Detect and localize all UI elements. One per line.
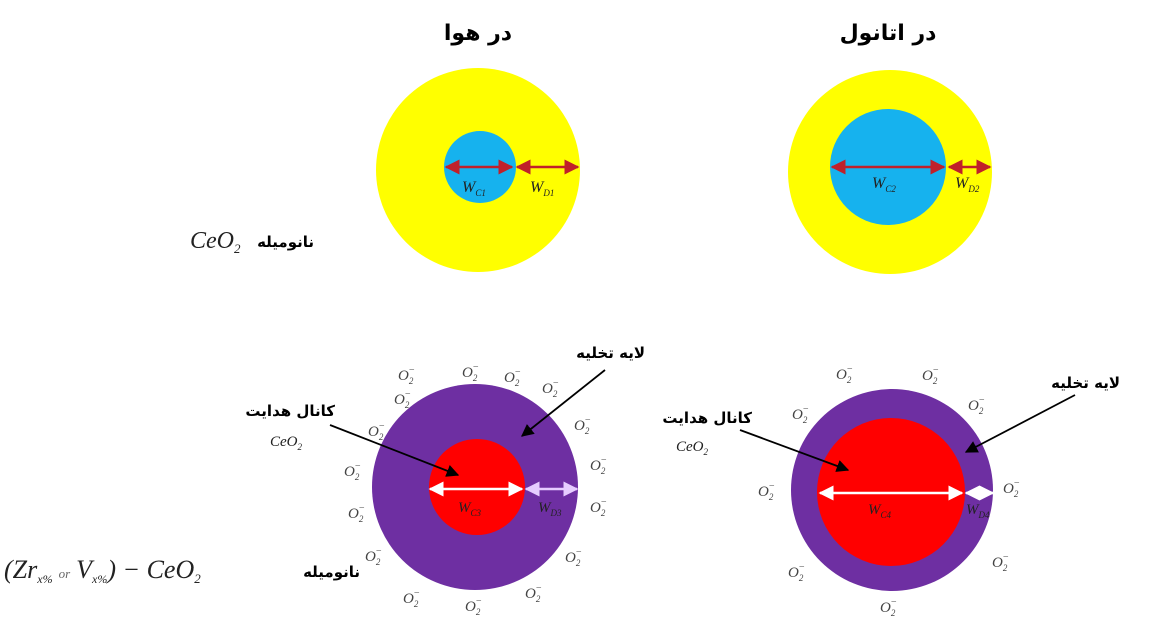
oxygen-ions-left: O2− O2− O2− O2− O2− O2− O2− O2− O2− O2− O2− O2− O2− O… — [344, 362, 607, 617]
oxygen-ion-label: O2− — [504, 367, 521, 388]
oxygen-ion-label: O2− — [348, 503, 365, 524]
depletion-pointer-arrow — [521, 369, 606, 437]
formula-ceo2: CeO2 — [190, 228, 241, 256]
oxygen-ion-label: O2− — [968, 395, 985, 416]
oxygen-ion-label: O2− — [465, 596, 482, 617]
channel-label-left: کانال هدایت — [245, 402, 335, 420]
bottom-right-nanorod: WC4 WD4 — [739, 389, 1076, 591]
label-nanorod-bottom: نانومیله — [303, 563, 360, 581]
title-air: در هوا — [444, 21, 512, 46]
oxygen-ion-label: O2− — [788, 562, 805, 583]
channel-pointer-arrow — [329, 424, 460, 477]
oxygen-ion-label: O2− — [344, 461, 361, 482]
channel-formula-right: CeO2 — [676, 439, 709, 457]
depletion-layer-label-left: لایه تخلیه — [576, 344, 645, 362]
depletion-layer-label-right: لایه تخلیه — [1051, 374, 1120, 392]
oxygen-ion-label: O2− — [880, 597, 897, 618]
channel-pointer-arrow — [739, 429, 850, 472]
oxygen-ion-label: O2− — [525, 583, 542, 604]
channel-formula-left: CeO2 — [270, 434, 303, 452]
channel-label-right: کانال هدایت — [662, 409, 752, 427]
wc3-label: WC3 — [458, 500, 482, 518]
oxygen-ion-label: O2− — [792, 404, 809, 425]
label-nanorod-top: نانومیله — [257, 233, 314, 251]
wc1-label: WC1 — [462, 179, 486, 198]
top-left-nanorod: WC1 WD1 — [376, 68, 580, 272]
oxygen-ion-label: O2− — [574, 415, 591, 436]
conduction-channel-red — [429, 439, 525, 535]
oxygen-ion-label: O2− — [462, 362, 479, 383]
formula-doped-ceo2: (Zrx% or Vx%) − CeO2 — [4, 555, 201, 586]
oxygen-ion-label: O2− — [590, 455, 607, 476]
oxygen-ion-label: O2− — [565, 547, 582, 568]
oxygen-ion-label: O2− — [368, 421, 385, 442]
wc2-label: WC2 — [872, 175, 896, 194]
oxygen-ion-label: O2− — [836, 364, 853, 385]
wd2-label: WD2 — [955, 175, 980, 194]
top-right-nanorod: WC2 WD2 — [788, 70, 992, 274]
wd3-label: WD3 — [538, 500, 562, 518]
oxygen-ions-right: O2− O2− O2− O2− O2− O2− O2− O2− O2− — [758, 364, 1020, 618]
oxygen-ion-label: O2− — [403, 588, 420, 609]
oxygen-ion-label: O2− — [992, 552, 1009, 573]
oxygen-ion-label: O2− — [590, 497, 607, 518]
row-label-top: CeO2 نانومیله — [190, 228, 314, 256]
wd4-label: WD4 — [966, 502, 990, 520]
bottom-left-nanorod: WC3 WD3 — [329, 369, 606, 590]
oxygen-ion-label: O2− — [398, 365, 415, 386]
wd1-label: WD1 — [530, 179, 554, 198]
oxygen-ion-label: O2− — [542, 378, 559, 399]
oxygen-ion-label: O2− — [922, 365, 939, 386]
title-ethanol: در اتانول — [840, 21, 937, 46]
wc4-label: WC4 — [868, 502, 892, 520]
row-label-bottom: (Zrx% or Vx%) − CeO2 نانومیله — [4, 555, 360, 586]
oxygen-ion-label: O2− — [365, 546, 382, 567]
depletion-pointer-arrow — [964, 394, 1076, 453]
oxygen-ion-label: O2− — [394, 389, 411, 410]
oxygen-ion-label: O2− — [758, 481, 775, 502]
oxygen-ion-label: O2− — [1003, 478, 1020, 499]
